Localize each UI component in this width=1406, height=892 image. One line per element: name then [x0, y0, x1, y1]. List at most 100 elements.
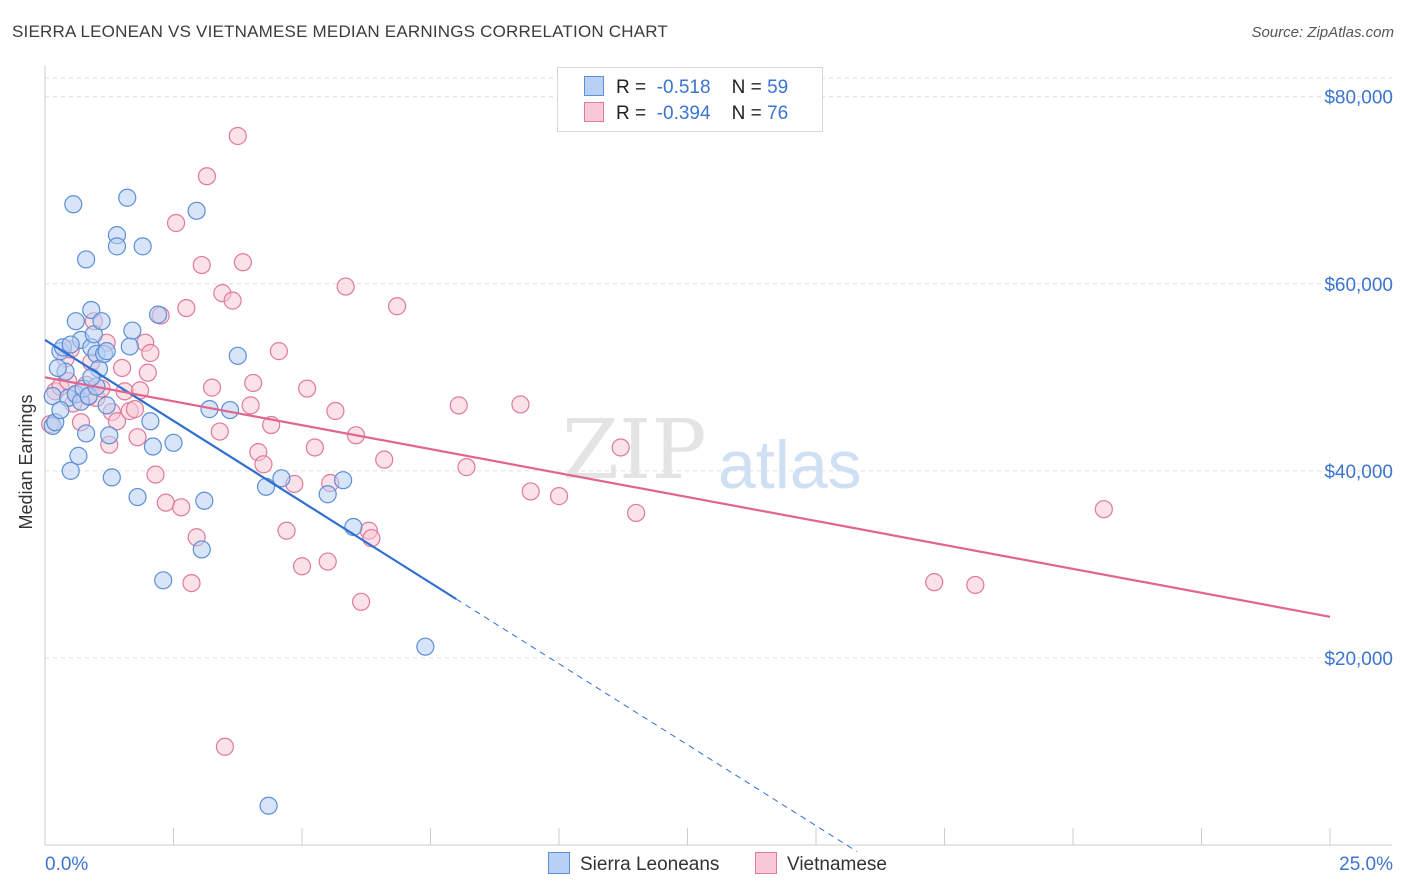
data-point: [51, 400, 70, 420]
data-point: [100, 426, 119, 445]
data-point: [202, 378, 222, 397]
data-point: [69, 446, 88, 465]
data-point: [138, 363, 157, 382]
data-point: [334, 471, 353, 490]
legend-r-label: R =: [616, 103, 647, 124]
data-point: [107, 237, 127, 256]
tick-labels: $20,000 $40,000 $60,000 $80,000 0.0% 25.0%: [45, 88, 1393, 875]
data-point: [511, 395, 530, 414]
data-point: [966, 575, 985, 595]
legend-n-value: 76: [767, 103, 789, 124]
trend-line-vietnamese: [44, 376, 1331, 618]
data-point: [187, 201, 206, 220]
data-point: [611, 438, 630, 457]
pink-swatch: [755, 852, 777, 874]
bottom-legend-sierra-leoneans: Sierra Leoneans: [548, 852, 719, 876]
data-point: [66, 312, 85, 331]
data-point: [241, 396, 260, 415]
data-point: [61, 461, 80, 480]
data-point: [352, 592, 371, 611]
data-point: [172, 498, 191, 517]
data-point: [449, 396, 468, 415]
legend-n-label: N =: [731, 103, 762, 124]
data-point: [549, 487, 569, 506]
data-point: [141, 343, 160, 363]
data-point: [210, 422, 229, 441]
chart-title: SIERRA LEONEAN VS VIETNAMESE MEDIAN EARN…: [12, 22, 669, 41]
pink-swatch: [584, 102, 604, 122]
data-point: [925, 573, 944, 592]
data-point: [269, 342, 288, 361]
x-tick-label: 25.0%: [1339, 854, 1393, 875]
data-point: [182, 573, 201, 593]
data-point: [82, 300, 101, 320]
data-point: [233, 253, 252, 272]
data-point: [156, 493, 175, 512]
data-point: [387, 297, 407, 316]
data-point: [177, 299, 196, 318]
series-name: Vietnamese: [787, 854, 887, 875]
blue-swatch: [584, 76, 604, 96]
data-point: [166, 213, 186, 233]
x-tick-label: 0.0%: [45, 854, 88, 875]
data-point: [77, 250, 96, 269]
data-point: [97, 342, 116, 361]
data-point: [64, 195, 83, 214]
y-tick-label: $80,000: [1324, 88, 1393, 109]
data-point: [123, 321, 142, 340]
legend-row-sierra-leoneans: R = -0.518 N = 59: [584, 76, 788, 98]
data-point: [228, 126, 247, 146]
data-point: [107, 412, 127, 431]
data-point: [125, 400, 145, 419]
y-tick-label: $60,000: [1324, 275, 1393, 296]
legend-row-vietnamese: R = -0.394 N = 76: [584, 102, 788, 124]
y-tick-label: $40,000: [1324, 462, 1393, 483]
data-point: [457, 458, 476, 477]
y-axis-label: Median Earnings: [16, 394, 36, 529]
data-point: [326, 401, 345, 421]
data-point: [272, 469, 291, 488]
data-point: [292, 557, 312, 576]
data-point: [77, 424, 96, 443]
correlation-legend: R = -0.518 N = 59 R = -0.394 N = 76: [557, 67, 823, 132]
data-point: [215, 737, 234, 756]
data-point: [305, 438, 324, 457]
data-point: [254, 455, 273, 474]
data-point: [298, 379, 317, 398]
y-tick-label: $20,000: [1324, 649, 1393, 670]
data-point: [133, 237, 152, 256]
data-point: [318, 552, 337, 571]
data-point: [228, 346, 247, 365]
data-point: [375, 450, 394, 469]
data-point: [244, 373, 263, 393]
data-point: [128, 487, 147, 507]
bottom-legend-vietnamese: Vietnamese: [755, 852, 887, 876]
trend-line-sierra-leoneans: [44, 338, 457, 600]
data-point: [259, 796, 278, 815]
legend-r-value: -0.518: [656, 77, 711, 98]
data-point: [118, 188, 137, 207]
data-point: [82, 368, 101, 387]
data-point: [154, 571, 173, 590]
data-point: [92, 312, 111, 331]
data-point: [277, 521, 296, 540]
data-point: [48, 358, 67, 378]
data-point: [192, 255, 211, 275]
data-point: [164, 433, 183, 452]
data-point: [120, 337, 139, 356]
data-point: [192, 540, 211, 559]
data-point: [416, 637, 435, 656]
legend-n-label: N =: [731, 77, 762, 98]
data-point: [1094, 500, 1113, 519]
grid-lines: [45, 77, 1392, 659]
data-point: [362, 529, 381, 548]
blue-swatch: [548, 852, 570, 874]
data-point: [197, 167, 217, 186]
data-point: [521, 482, 540, 501]
data-point: [318, 485, 337, 504]
trend-line-extension: [455, 598, 858, 853]
data-point: [195, 491, 214, 510]
sierra-leoneans-points: [43, 188, 435, 815]
data-point: [61, 335, 80, 354]
